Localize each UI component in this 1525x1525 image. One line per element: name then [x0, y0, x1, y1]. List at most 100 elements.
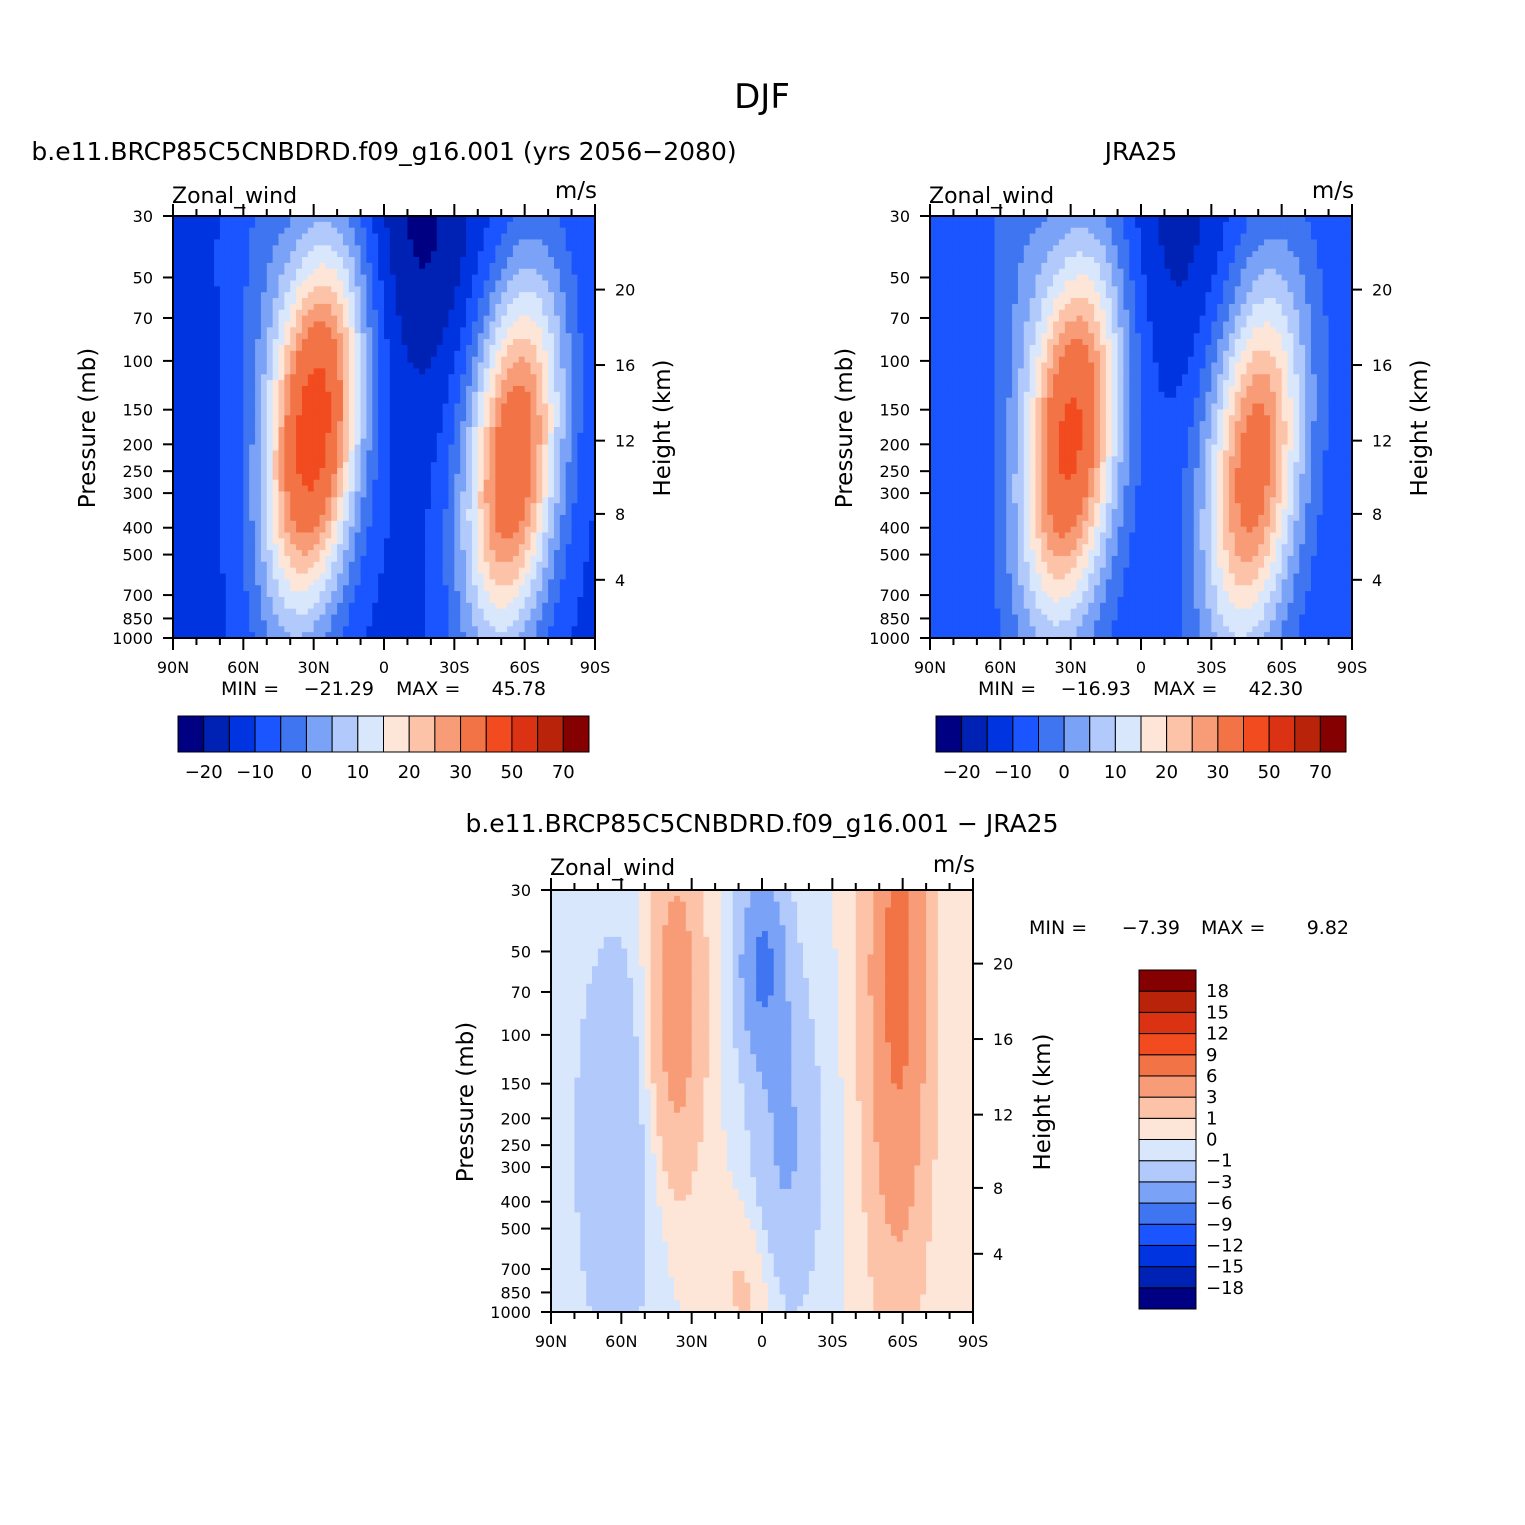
contour-cell	[530, 561, 537, 569]
contour-cell	[536, 538, 543, 545]
contour-cell	[553, 468, 561, 475]
contour-cell	[202, 403, 209, 411]
contour-cell	[542, 415, 549, 422]
contour-cell	[249, 268, 256, 276]
contour-cell	[483, 385, 491, 393]
contour-cell	[313, 221, 321, 229]
contour-cell	[530, 309, 537, 317]
contour-cell	[501, 555, 508, 563]
contour-cell	[384, 415, 391, 422]
contour-cell	[272, 602, 280, 610]
contour-cell	[489, 356, 496, 364]
contour-cell	[301, 561, 309, 569]
contour-cell	[460, 591, 467, 598]
contour-cell	[243, 526, 250, 534]
contour-cell	[512, 391, 520, 399]
contour-cell	[559, 344, 567, 352]
contour-cell	[348, 432, 356, 440]
contour-cell	[477, 221, 485, 229]
contour-cell	[372, 473, 379, 481]
contour-cell	[419, 503, 426, 510]
contour-cell	[530, 415, 537, 422]
contour-cell	[348, 473, 356, 481]
contour-cell	[401, 491, 409, 498]
contour-cell	[501, 280, 508, 287]
contour-cell	[507, 450, 514, 457]
contour-cell	[507, 520, 514, 528]
contour-cell	[430, 339, 438, 346]
contour-cell	[536, 479, 543, 487]
contour-cell	[342, 344, 350, 352]
contour-cell	[178, 432, 186, 440]
contour-cell	[419, 327, 426, 334]
contour-cell	[290, 421, 297, 428]
contour-cell	[589, 550, 596, 557]
contour-cell	[477, 374, 485, 381]
contour-cell	[301, 596, 309, 604]
contour-cell	[507, 409, 514, 416]
contour-cell	[354, 432, 362, 440]
contour-cell	[583, 239, 590, 246]
contour-cell	[442, 520, 450, 528]
contour-cell	[307, 216, 315, 223]
contour-cell	[571, 298, 579, 305]
contour-cell	[307, 268, 315, 276]
contour-cell	[589, 216, 596, 223]
contour-cell	[548, 344, 555, 352]
contour-cell	[495, 438, 502, 446]
contour-cell	[290, 339, 297, 346]
contour-cell	[518, 473, 526, 481]
contour-cell	[548, 309, 555, 317]
contour-cell	[208, 391, 215, 399]
contour-cell	[395, 591, 403, 598]
contour-cell	[384, 532, 391, 539]
contour-cell	[542, 339, 549, 346]
contour-cell	[266, 608, 274, 616]
contour-cell	[225, 333, 233, 340]
contour-cell	[565, 303, 573, 311]
contour-cell	[360, 573, 368, 580]
contour-cell	[214, 473, 221, 481]
contour-cell	[231, 216, 239, 223]
contour-cell	[214, 509, 221, 516]
contour-cell	[536, 450, 543, 457]
contour-cell	[466, 509, 473, 516]
contour-cell	[471, 555, 479, 563]
contour-cell	[178, 509, 186, 516]
contour-cell	[425, 485, 432, 493]
contour-cell	[548, 550, 555, 557]
contour-cell	[489, 520, 496, 528]
contour-cell	[401, 579, 409, 586]
contour-cell	[466, 555, 473, 563]
contour-cell	[272, 362, 280, 369]
contour-cell	[483, 450, 491, 457]
contour-cell	[178, 444, 186, 452]
contour-cell	[231, 462, 239, 469]
contour-cell	[266, 292, 274, 299]
contour-cell	[266, 573, 274, 580]
contour-cell	[225, 286, 233, 293]
contour-cell	[255, 514, 262, 522]
contour-cell	[342, 561, 350, 569]
contour-cell	[384, 327, 391, 334]
contour-cell	[360, 485, 368, 493]
contour-cell	[219, 356, 227, 364]
contour-cell	[184, 585, 192, 592]
contour-cell	[348, 327, 356, 334]
contour-cell	[559, 503, 567, 510]
contour-cell	[583, 303, 590, 311]
contour-cell	[395, 321, 403, 328]
contour-cell	[507, 538, 514, 545]
contour-cell	[507, 298, 514, 305]
contour-cell	[542, 257, 549, 264]
contour-cell	[325, 403, 332, 411]
contour-cell	[577, 608, 584, 616]
contour-cell	[325, 438, 332, 446]
contour-cell	[436, 262, 444, 270]
contour-cell	[553, 385, 561, 393]
contour-cell	[401, 462, 409, 469]
contour-cell	[208, 444, 215, 452]
contour-cell	[260, 333, 268, 340]
contour-cell	[272, 298, 280, 305]
contour-cell	[501, 286, 508, 293]
